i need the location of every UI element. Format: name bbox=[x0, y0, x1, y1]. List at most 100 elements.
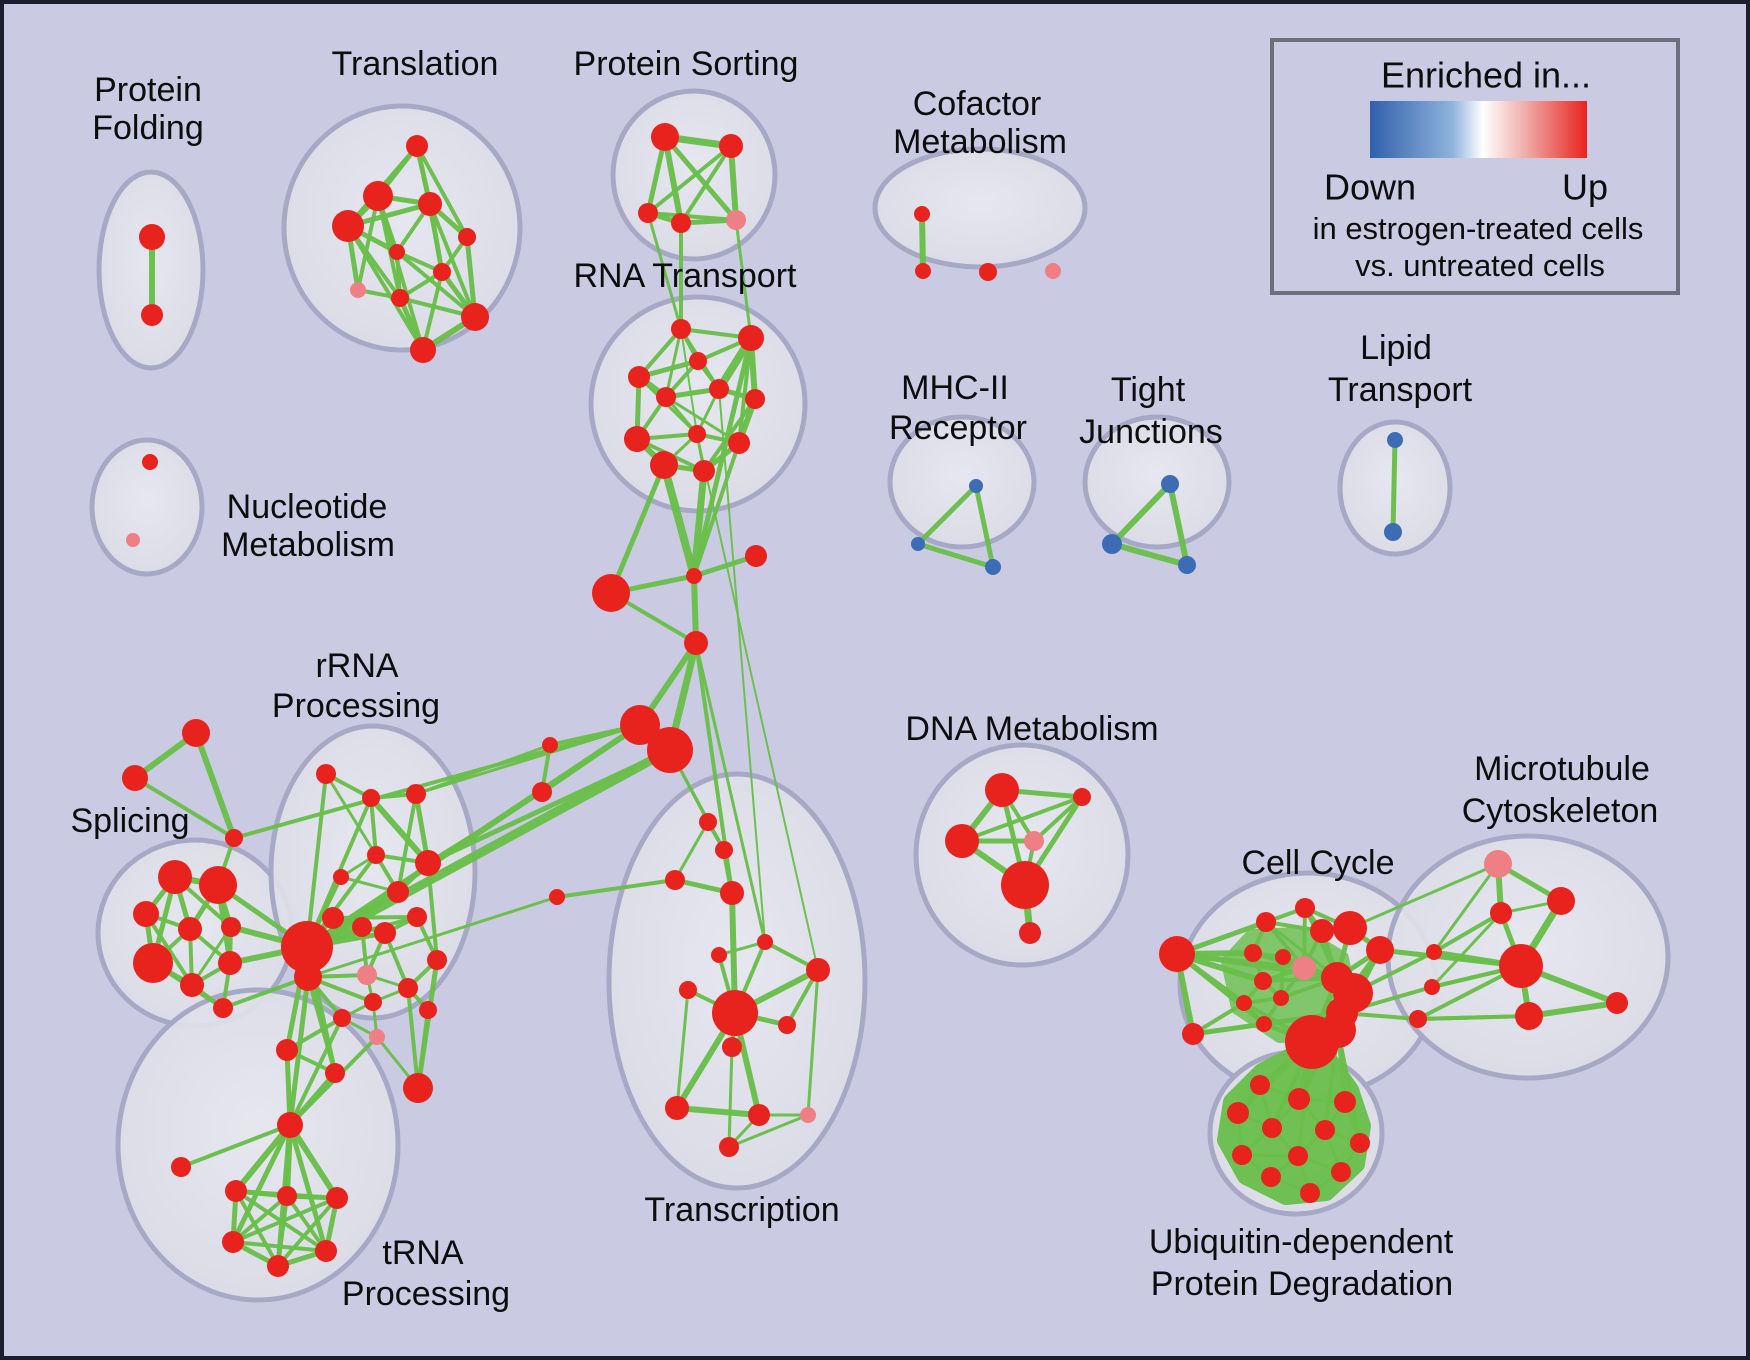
gene-set-node-red[interactable] bbox=[745, 545, 767, 567]
gene-set-node-red[interactable] bbox=[651, 123, 679, 151]
gene-set-node-red[interactable] bbox=[715, 841, 733, 859]
gene-set-node-red[interactable] bbox=[542, 737, 558, 753]
gene-set-node-blue[interactable] bbox=[1161, 475, 1179, 493]
gene-set-node-red[interactable] bbox=[1295, 898, 1315, 918]
gene-set-node-pink[interactable] bbox=[1024, 831, 1044, 851]
gene-set-node-blue[interactable] bbox=[1178, 556, 1196, 574]
gene-set-node-red[interactable] bbox=[333, 1009, 351, 1027]
gene-set-node-red[interactable] bbox=[719, 134, 743, 158]
gene-set-node-red[interactable] bbox=[415, 850, 441, 876]
gene-set-node-red[interactable] bbox=[222, 1231, 244, 1253]
gene-set-node-red[interactable] bbox=[1334, 1091, 1356, 1113]
gene-set-node-red[interactable] bbox=[461, 303, 489, 331]
gene-set-node-red[interactable] bbox=[711, 947, 727, 963]
gene-set-node-red[interactable] bbox=[1366, 936, 1394, 964]
gene-set-node-red[interactable] bbox=[1426, 944, 1442, 960]
gene-set-node-red[interactable] bbox=[406, 135, 428, 157]
gene-set-node-red[interactable] bbox=[277, 1186, 297, 1206]
gene-set-node-red[interactable] bbox=[363, 181, 393, 211]
gene-set-node-blue[interactable] bbox=[1387, 432, 1403, 448]
gene-set-node-red[interactable] bbox=[757, 934, 773, 950]
gene-set-node-red[interactable] bbox=[915, 263, 931, 279]
gene-set-node-pink[interactable] bbox=[800, 1107, 816, 1123]
gene-set-node-red[interactable] bbox=[141, 304, 163, 326]
gene-set-node-red[interactable] bbox=[665, 870, 685, 890]
gene-set-node-red[interactable] bbox=[1001, 861, 1049, 909]
gene-set-node-red[interactable] bbox=[277, 1112, 303, 1138]
gene-set-node-red[interactable] bbox=[738, 325, 764, 351]
gene-set-node-red[interactable] bbox=[1232, 1145, 1252, 1165]
gene-set-node-red[interactable] bbox=[171, 1157, 191, 1177]
gene-set-node-blue[interactable] bbox=[985, 559, 1001, 575]
gene-set-node-red[interactable] bbox=[276, 1039, 298, 1061]
gene-set-node-red[interactable] bbox=[294, 963, 322, 991]
gene-set-node-red[interactable] bbox=[1273, 990, 1289, 1006]
gene-set-node-pink[interactable] bbox=[1045, 263, 1061, 279]
gene-set-node-red[interactable] bbox=[1019, 922, 1041, 944]
gene-set-node-red[interactable] bbox=[281, 921, 333, 973]
gene-set-node-red[interactable] bbox=[1227, 1102, 1249, 1124]
gene-set-node-red[interactable] bbox=[218, 951, 242, 975]
gene-set-node-red[interactable] bbox=[180, 973, 204, 997]
gene-set-node-pink[interactable] bbox=[726, 210, 746, 230]
gene-set-node-red[interactable] bbox=[133, 943, 173, 983]
gene-set-node-red[interactable] bbox=[332, 210, 364, 242]
gene-set-node-red[interactable] bbox=[985, 773, 1019, 807]
gene-set-node-red[interactable] bbox=[1288, 1088, 1310, 1110]
gene-set-node-red[interactable] bbox=[374, 922, 396, 944]
gene-set-node-red[interactable] bbox=[364, 993, 382, 1011]
gene-set-node-red[interactable] bbox=[1159, 936, 1195, 972]
gene-set-node-red[interactable] bbox=[122, 765, 148, 791]
gene-set-node-red[interactable] bbox=[418, 192, 442, 216]
gene-set-node-red[interactable] bbox=[352, 917, 372, 937]
gene-set-node-red[interactable] bbox=[722, 1037, 742, 1057]
gene-set-node-red[interactable] bbox=[199, 866, 237, 904]
gene-set-node-red[interactable] bbox=[549, 889, 565, 905]
gene-set-node-red[interactable] bbox=[688, 425, 706, 443]
gene-set-node-red[interactable] bbox=[1254, 972, 1272, 990]
gene-set-node-pink[interactable] bbox=[1292, 956, 1316, 980]
gene-set-node-pink[interactable] bbox=[369, 1029, 385, 1045]
gene-set-node-red[interactable] bbox=[745, 389, 765, 409]
gene-set-node-red[interactable] bbox=[650, 451, 678, 479]
gene-set-node-red[interactable] bbox=[139, 224, 165, 250]
gene-set-node-red[interactable] bbox=[1275, 949, 1291, 965]
gene-set-node-red[interactable] bbox=[316, 764, 336, 784]
gene-set-node-red[interactable] bbox=[684, 631, 708, 655]
gene-set-node-red[interactable] bbox=[1515, 1002, 1543, 1030]
gene-set-node-red[interactable] bbox=[178, 917, 202, 941]
gene-set-node-red[interactable] bbox=[387, 881, 409, 903]
gene-set-node-red[interactable] bbox=[1547, 887, 1575, 915]
gene-set-node-red[interactable] bbox=[638, 203, 658, 223]
gene-set-node-red[interactable] bbox=[914, 206, 930, 222]
gene-set-node-red[interactable] bbox=[628, 366, 650, 388]
gene-set-node-red[interactable] bbox=[719, 1137, 739, 1157]
gene-set-node-red[interactable] bbox=[689, 352, 707, 370]
gene-set-node-red[interactable] bbox=[225, 829, 243, 847]
gene-set-node-red[interactable] bbox=[362, 789, 380, 807]
gene-set-node-blue[interactable] bbox=[911, 537, 925, 551]
gene-set-node-red[interactable] bbox=[458, 228, 476, 246]
gene-set-node-red[interactable] bbox=[1333, 911, 1367, 945]
gene-set-node-red[interactable] bbox=[693, 460, 715, 482]
gene-set-node-red[interactable] bbox=[325, 1063, 345, 1083]
gene-set-node-red[interactable] bbox=[620, 705, 660, 745]
gene-set-node-red[interactable] bbox=[419, 1001, 437, 1019]
gene-set-node-red[interactable] bbox=[945, 824, 979, 858]
gene-set-node-red[interactable] bbox=[1262, 1118, 1282, 1138]
gene-set-node-red[interactable] bbox=[133, 901, 159, 927]
gene-set-node-red[interactable] bbox=[720, 881, 744, 905]
gene-set-node-red[interactable] bbox=[315, 1240, 337, 1262]
gene-set-node-red[interactable] bbox=[1073, 788, 1091, 806]
gene-set-node-red[interactable] bbox=[624, 426, 650, 452]
gene-set-node-red[interactable] bbox=[410, 337, 436, 363]
gene-set-node-red[interactable] bbox=[1409, 1010, 1427, 1028]
gene-set-node-red[interactable] bbox=[656, 387, 676, 407]
gene-set-node-red[interactable] bbox=[406, 784, 426, 804]
gene-set-node-red[interactable] bbox=[1424, 979, 1440, 995]
gene-set-node-blue[interactable] bbox=[1102, 534, 1122, 554]
gene-set-node-red[interactable] bbox=[1490, 902, 1512, 924]
gene-set-node-pink[interactable] bbox=[1484, 850, 1512, 878]
gene-set-node-red[interactable] bbox=[671, 319, 691, 339]
gene-set-node-blue[interactable] bbox=[969, 479, 983, 493]
